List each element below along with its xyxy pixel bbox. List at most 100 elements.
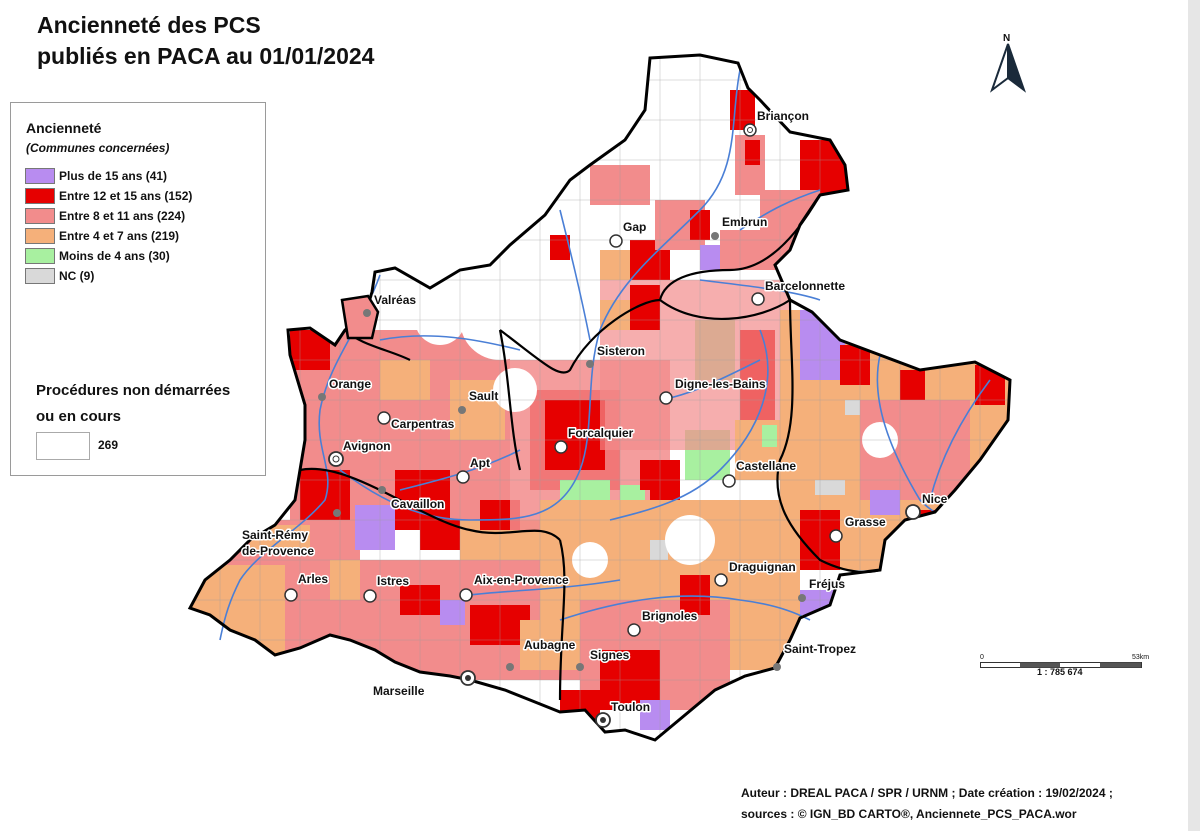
valreas-enclave	[340, 294, 380, 340]
zone-15plus	[870, 490, 900, 515]
credits-line2: sources : © IGN_BD CARTO®, Anciennete_PC…	[741, 807, 1077, 821]
svg-text:Cavaillon: Cavaillon	[391, 497, 444, 511]
map-title-line2: publiés en PACA au 01/01/2024	[37, 43, 375, 69]
legend-item-nc: NC (9)	[25, 267, 94, 285]
legend-procedures-line2: ou en cours	[36, 408, 122, 425]
river-durance	[339, 69, 741, 521]
svg-text:Orange: Orange	[329, 377, 371, 391]
map-title-line1: Ancienneté des PCS	[37, 12, 261, 38]
city-sault: Sault	[458, 388, 500, 414]
zone-15plus	[640, 700, 670, 730]
city-frejus: Fréjus	[798, 576, 847, 602]
city-signes: Signes	[576, 647, 631, 671]
city-briancon: Briançon	[743, 108, 811, 137]
city-gap: Gap	[609, 219, 648, 248]
city-forcalquier: Forcalquier	[554, 425, 635, 454]
city-istres: Istres	[363, 573, 411, 603]
zone-12to15	[800, 140, 848, 195]
svg-text:Grasse: Grasse	[845, 515, 886, 529]
empty-area	[493, 368, 537, 412]
city-embrun: Embrun	[711, 214, 769, 240]
river-rhone	[219, 274, 381, 641]
scale-start-label: 0	[980, 654, 984, 661]
svg-text:Brignoles: Brignoles	[642, 609, 698, 623]
north-arrow-icon	[989, 43, 1027, 93]
svg-text:Barcelonnette: Barcelonnette	[765, 279, 845, 293]
zone-green	[762, 425, 777, 447]
svg-text:Arles: Arles	[298, 572, 328, 586]
city-carpentras: Carpentras	[377, 411, 456, 433]
svg-text:Aix-en-Provence: Aix-en-Provence	[474, 573, 569, 587]
legend-swatch	[25, 208, 55, 224]
legend-item-label: Plus de 15 ans (41)	[59, 169, 168, 183]
city-grasse: Grasse	[829, 514, 888, 543]
svg-text:Briançon: Briançon	[757, 109, 809, 123]
city-saint-tropez: Saint-Tropez	[773, 641, 858, 671]
svg-text:Apt: Apt	[470, 456, 490, 470]
empty-area	[522, 262, 598, 338]
zone-8to11	[760, 190, 820, 250]
zone-12to15	[550, 235, 570, 260]
city-layer: Briançon Gap Embrun Barcelonnette Valréa…	[241, 108, 949, 728]
zone-12to15	[300, 470, 350, 520]
city-digne: Digne-les-Bains	[659, 376, 768, 405]
city-draguignan: Draguignan	[714, 559, 797, 587]
legend-procedures-swatch	[36, 432, 90, 460]
zone-nc	[815, 480, 845, 495]
city-nice: Nice	[905, 491, 949, 520]
zone-12to15	[745, 140, 760, 165]
legend-item-label: Entre 4 et 7 ans (219)	[59, 229, 180, 243]
svg-text:Fréjus: Fréjus	[809, 577, 845, 591]
zone-12to15	[640, 460, 670, 490]
legend-swatch	[25, 168, 55, 184]
river-arc	[469, 579, 621, 596]
svg-text:Marseille: Marseille	[373, 684, 425, 698]
city-toulon: Toulon	[595, 699, 652, 728]
svg-text:Valréas: Valréas	[374, 293, 416, 307]
svg-text:Aubagne: Aubagne	[524, 638, 576, 652]
commune-fills	[190, 90, 1010, 730]
city-marseille: Marseille	[372, 670, 476, 700]
svg-text:Forcalquier: Forcalquier	[568, 426, 634, 440]
svg-text:Avignon: Avignon	[343, 439, 391, 453]
legend-procedures-line1: Procédures non démarrées	[36, 382, 231, 399]
svg-text:Toulon: Toulon	[611, 700, 650, 714]
river-ubaye	[699, 279, 821, 301]
legend-swatch	[25, 248, 55, 264]
city-brignoles: Brignoles	[627, 608, 699, 637]
scale-end-label: 53km	[1132, 654, 1150, 661]
city-apt: Apt	[456, 455, 492, 484]
svg-text:Signes: Signes	[590, 648, 630, 662]
legend-item-label: Moins de 4 ans (30)	[59, 249, 170, 263]
svg-text:Draguignan: Draguignan	[729, 560, 796, 574]
legend-item-under4: Moins de 4 ans (30)	[25, 247, 170, 265]
river-verdon	[609, 329, 769, 521]
map-legend: Ancienneté (Communes concernées) Plus de…	[10, 102, 266, 476]
map-credits: Auteur : DREAL PACA / SPR / URNM ; Date …	[741, 783, 1113, 825]
city-aubagne: Aubagne	[506, 637, 577, 671]
north-label: N	[1003, 33, 1011, 44]
svg-text:Saint-Rémy: Saint-Rémy	[242, 528, 308, 542]
legend-swatch	[25, 188, 55, 204]
river-var	[876, 354, 936, 513]
city-saint-remy: Saint-Rémy de-Provence	[241, 509, 341, 560]
svg-text:Gap: Gap	[623, 220, 646, 234]
city-sisteron: Sisteron	[586, 343, 647, 368]
river-argens	[559, 595, 811, 621]
city-valreas: Valréas	[363, 292, 418, 317]
river-aigues	[379, 335, 521, 351]
legend-item-label: Entre 12 et 15 ans (152)	[59, 189, 193, 203]
river-buech	[559, 209, 591, 341]
legend-item-15plus: Plus de 15 ans (41)	[25, 167, 167, 185]
city-orange: Orange	[318, 376, 373, 401]
legend-item-8to11: Entre 8 et 11 ans (224)	[25, 207, 185, 225]
svg-text:Sault: Sault	[469, 389, 498, 403]
map-title: Ancienneté des PCS publiés en PACA au 01…	[37, 10, 374, 72]
legend-item-12to15: Entre 12 et 15 ans (152)	[25, 187, 192, 205]
svg-text:Castellane: Castellane	[736, 459, 796, 473]
scale-ratio: 1 : 785 674	[1037, 667, 1083, 677]
empty-area	[665, 515, 715, 565]
svg-text:Embrun: Embrun	[722, 215, 767, 229]
zone-nc	[650, 540, 668, 560]
